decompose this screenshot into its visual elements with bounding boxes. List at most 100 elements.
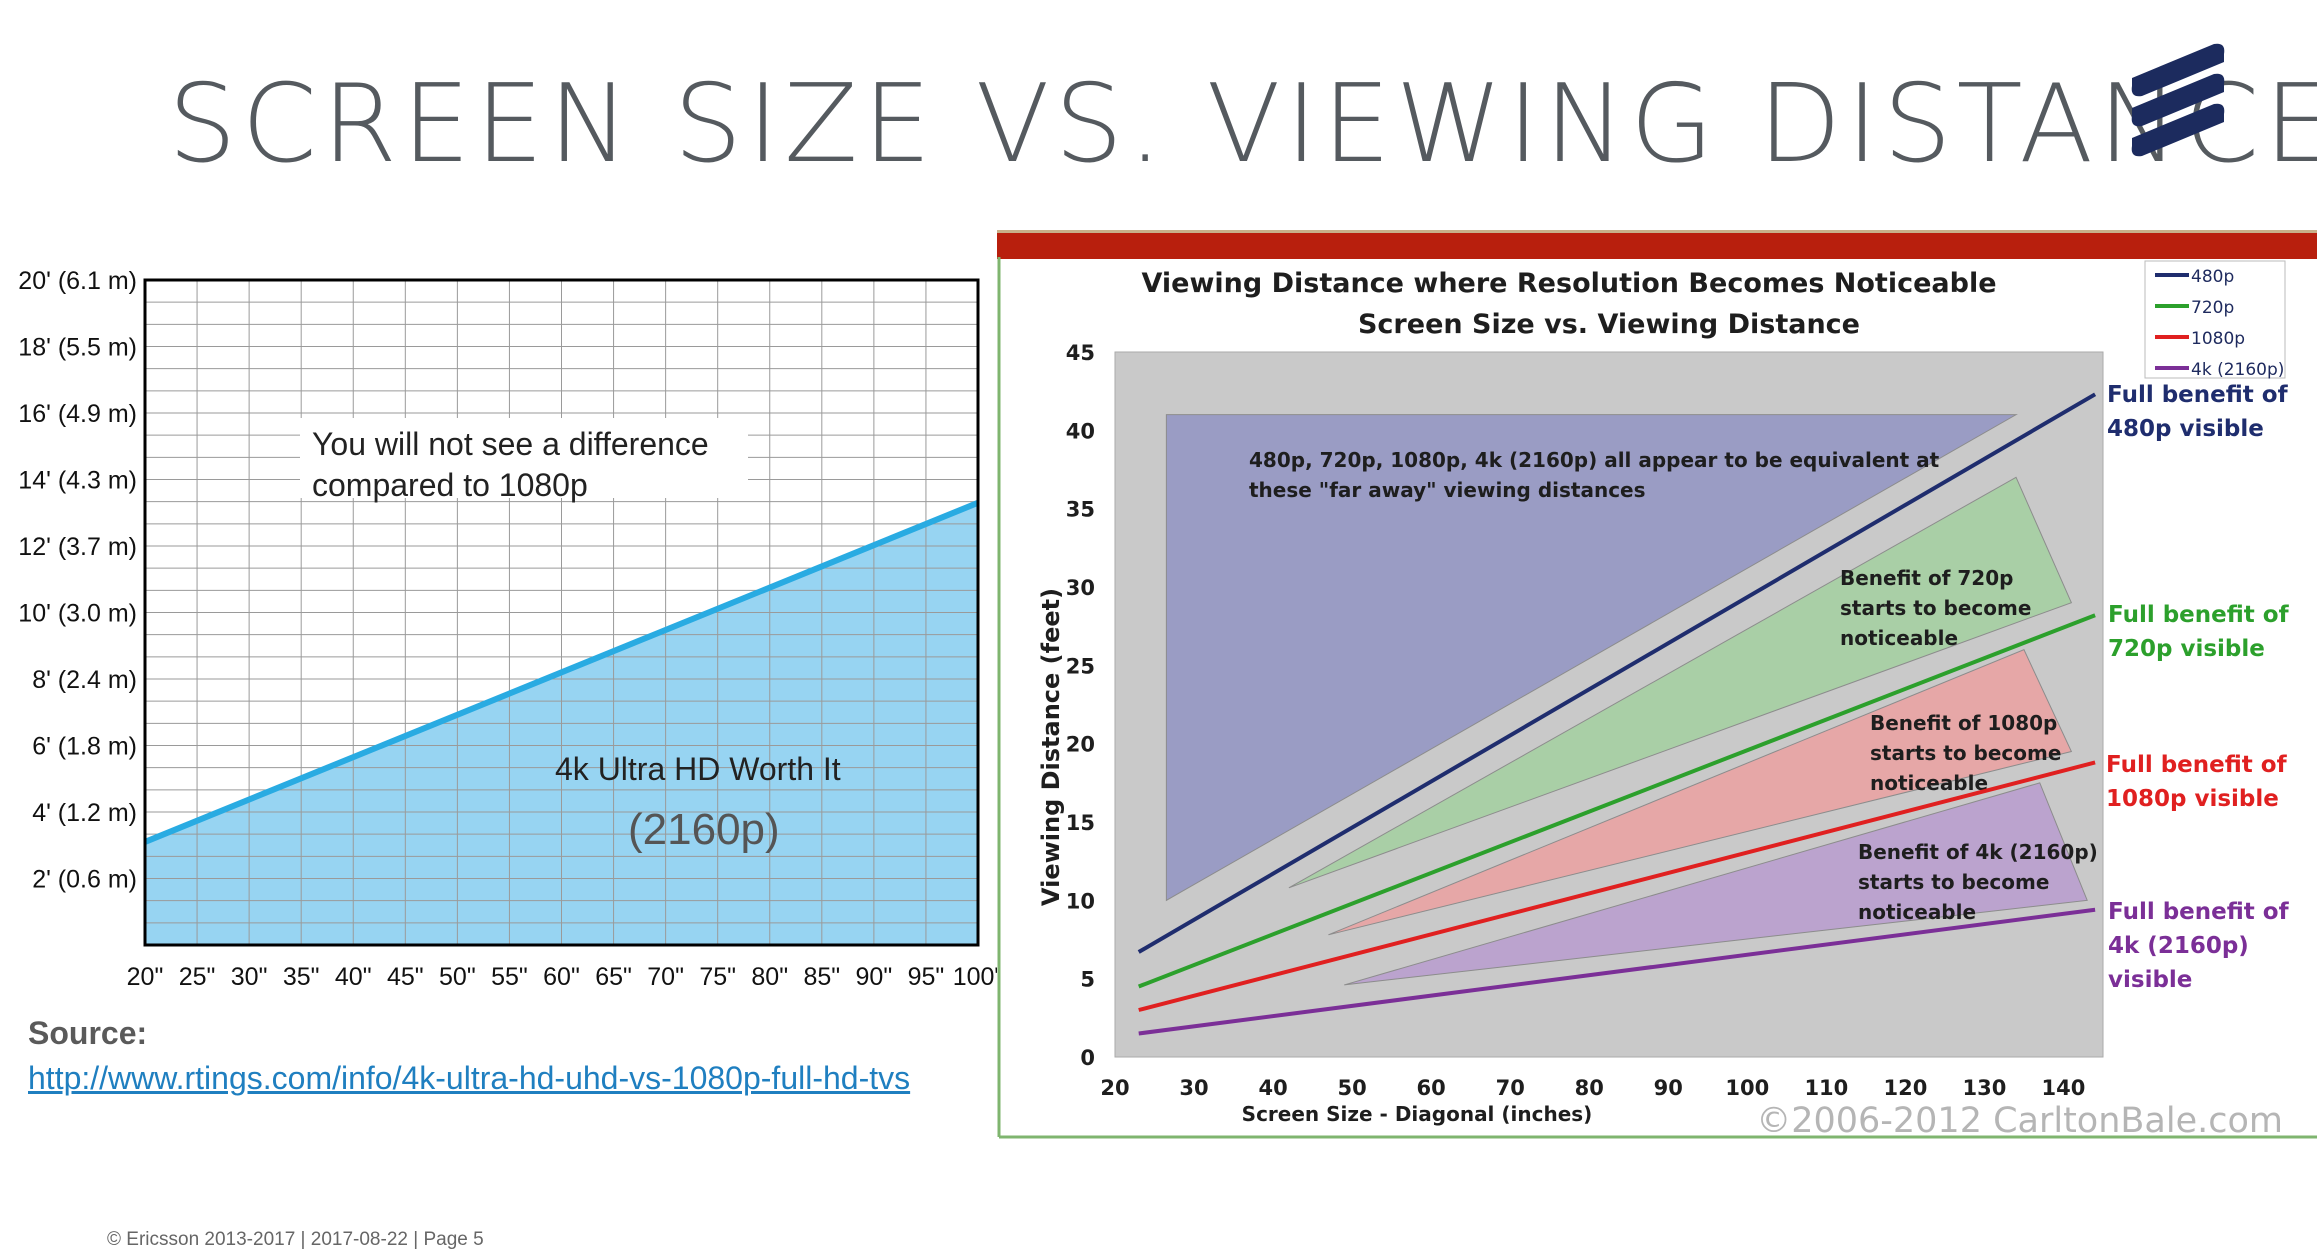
- x-tick-label: 30": [231, 963, 268, 991]
- x-tick-label: 35": [283, 963, 320, 991]
- region-label: noticeable: [1858, 900, 1976, 924]
- chart-title: Viewing Distance where Resolution Become…: [1141, 268, 1996, 299]
- line-label: visible: [2108, 967, 2192, 993]
- x-tick-label: 40: [1258, 1076, 1287, 1100]
- y-tick-label: 4' (1.2 m): [32, 799, 137, 827]
- legend-label: 480p: [2191, 267, 2234, 287]
- x-tick-label: 85": [803, 963, 840, 991]
- legend-label: 720p: [2191, 298, 2234, 318]
- region-label: 480p, 720p, 1080p, 4k (2160p) all appear…: [1249, 448, 1940, 472]
- y-tick-label: 16' (4.9 m): [18, 400, 137, 428]
- x-tick-label: 90: [1654, 1076, 1683, 1100]
- x-tick-label: 20: [1100, 1076, 1129, 1100]
- y-tick-label: 20' (6.1 m): [18, 267, 137, 295]
- y-tick-label: 5: [1080, 968, 1095, 992]
- annotation-below-sub: (2160p): [628, 805, 780, 854]
- annotation-above-bg: [300, 418, 748, 498]
- annotation-below: 4k Ultra HD Worth It: [555, 751, 841, 787]
- x-tick-label: 70: [1496, 1076, 1525, 1100]
- x-tick-label: 40": [335, 963, 372, 991]
- logo-bars: [2131, 43, 2225, 157]
- region-label: starts to become: [1870, 741, 2061, 765]
- y-tick-label: 35: [1066, 498, 1095, 522]
- banner: [997, 233, 2317, 259]
- boundary-line: [143, 499, 980, 845]
- region-label: Benefit of 4k (2160p): [1858, 840, 2098, 864]
- legend-label: 1080p: [2191, 329, 2245, 349]
- region-2: [1328, 649, 2073, 936]
- x-tick-label: 100: [1725, 1076, 1769, 1100]
- x-tick-label: 50": [439, 963, 476, 991]
- x-tick-label: 55": [491, 963, 528, 991]
- region-3: [1344, 782, 2088, 986]
- right-chart: Viewing Distance where Resolution Become…: [997, 227, 2317, 1147]
- line-label: 480p visible: [2107, 416, 2264, 442]
- x-tick-label: 140: [2042, 1076, 2086, 1100]
- y-tick-label: 12' (3.7 m): [18, 533, 137, 561]
- region-label: Benefit of 1080p: [1870, 711, 2057, 735]
- region-label: noticeable: [1870, 771, 1988, 795]
- region-label: noticeable: [1840, 626, 1958, 650]
- source-label: Source:: [28, 1015, 148, 1051]
- x-tick-label: 20": [127, 963, 164, 991]
- x-tick-label: 120: [1883, 1076, 1927, 1100]
- line-label: Full benefit of: [2107, 382, 2289, 408]
- x-tick-label: 25": [179, 963, 216, 991]
- annotation-above: You will not see a difference: [312, 426, 709, 462]
- left-chart: 2' (0.6 m) 4' (1.2 m) 6' (1.8 m) 8' (2.4 m)…: [18, 267, 1004, 991]
- line-label: Full benefit of: [2108, 899, 2290, 925]
- region-label: starts to become: [1840, 596, 2031, 620]
- region-label: starts to become: [1858, 870, 2049, 894]
- y-tick-label: 8' (2.4 m): [32, 666, 137, 694]
- x-tick-label: 110: [1804, 1076, 1848, 1100]
- x-tick-label: 100": [953, 963, 1004, 991]
- x-tick-label: 130: [1963, 1076, 2007, 1100]
- y-axis-label: Viewing Distance (feet): [1037, 588, 1065, 906]
- line-label: 720p visible: [2108, 636, 2265, 662]
- x-tick-label: 80: [1575, 1076, 1604, 1100]
- annotation-above: compared to 1080p: [312, 467, 588, 503]
- series-line-2: [1138, 760, 2096, 1012]
- y-tick-label: 0: [1080, 1046, 1095, 1070]
- y-tick-label: 10: [1066, 889, 1095, 913]
- series-line-1: [1137, 613, 2096, 989]
- y-tick-label: 15: [1066, 811, 1095, 835]
- x-tick-label: 45": [387, 963, 424, 991]
- y-tick-label: 20: [1066, 733, 1095, 757]
- y-tick-label: 6' (1.8 m): [32, 733, 137, 761]
- x-tick-label: 60": [543, 963, 580, 991]
- ericsson-logo-icon: [2131, 43, 2225, 157]
- x-tick-label: 90": [856, 963, 893, 991]
- x-tick-label: 60: [1417, 1076, 1446, 1100]
- line-label: Full benefit of: [2108, 602, 2290, 628]
- x-tick-label: 95": [908, 963, 945, 991]
- y-tick-label: 45: [1066, 341, 1095, 365]
- y-tick-label: 2' (0.6 m): [32, 866, 137, 894]
- region-label: these "far away" viewing distances: [1249, 478, 1646, 502]
- x-tick-label: 80": [751, 963, 788, 991]
- plot-border: [143, 278, 980, 947]
- series-line-0: [1137, 392, 2097, 954]
- x-tick-label: 65": [595, 963, 632, 991]
- y-tick-label: 14' (4.3 m): [18, 467, 137, 495]
- source-link[interactable]: http://www.rtings.com/info/4k-ultra-hd-u…: [28, 1060, 911, 1096]
- line-label: 1080p visible: [2106, 786, 2279, 812]
- region-0: [1165, 414, 2018, 902]
- y-tick-label: 25: [1066, 654, 1095, 678]
- x-tick-label: 75": [699, 963, 736, 991]
- footer: © Ericsson 2013-2017 | 2017-08-22 | Page…: [107, 1229, 484, 1250]
- chart-subtitle: Screen Size vs. Viewing Distance: [1358, 309, 1860, 340]
- x-tick-label: 30: [1179, 1076, 1208, 1100]
- legend-label: 4k (2160p): [2191, 360, 2284, 380]
- line-label: Full benefit of: [2106, 752, 2288, 778]
- y-tick-label: 18' (5.5 m): [18, 334, 137, 362]
- x-tick-label: 70": [647, 963, 684, 991]
- y-tick-label: 30: [1066, 576, 1095, 600]
- y-tick-label: 10' (3.0 m): [18, 600, 137, 628]
- x-axis-label: Screen Size - Diagonal (inches): [1242, 1102, 1593, 1126]
- slide-title: SCREEN SIZE VS. VIEWING DISTANCE: [168, 62, 2317, 187]
- chart-copyright: ©2006-2012 CarltonBale.com: [1756, 1101, 2283, 1141]
- y-tick-label: 40: [1066, 419, 1095, 443]
- region-label: Benefit of 720p: [1840, 566, 2013, 590]
- legend-box: [2144, 260, 2286, 379]
